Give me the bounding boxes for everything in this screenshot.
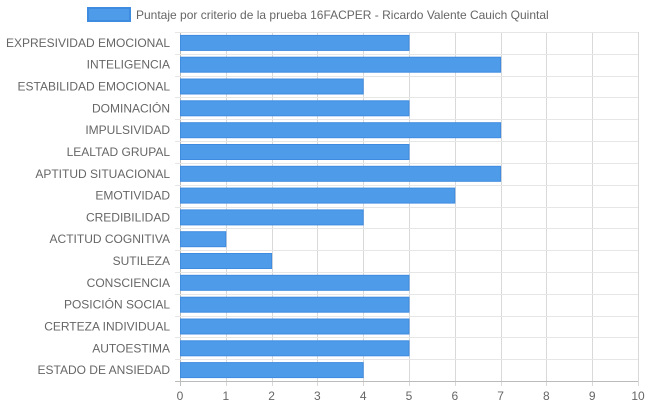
legend-label[interactable]: Puntaje por criterio de la prueba 16FACP…	[136, 8, 549, 22]
bar[interactable]	[180, 56, 502, 73]
bar[interactable]	[180, 274, 410, 291]
y-tick-label: EXPRESIVIDAD EMOCIONAL	[6, 36, 170, 50]
x-tick-label: 7	[497, 389, 504, 403]
x-tick-label: 5	[406, 389, 413, 403]
y-tick-label: EMOTIVIDAD	[95, 189, 170, 203]
bar[interactable]	[180, 253, 273, 269]
bar[interactable]	[180, 362, 364, 379]
grid	[175, 32, 639, 386]
y-tick-label: POSICIÓN SOCIAL	[64, 297, 170, 312]
y-tick-label: INTELIGENCIA	[87, 58, 170, 72]
y-axis-labels: EXPRESIVIDAD EMOCIONAL INTELIGENCIA ESTABI…	[6, 36, 170, 377]
x-tick-label: 6	[451, 389, 458, 403]
bar[interactable]	[180, 318, 410, 335]
x-tick-label: 0	[177, 389, 184, 403]
legend-swatch[interactable]	[87, 7, 131, 22]
y-tick-label: ESTADO DE ANSIEDAD	[38, 363, 171, 377]
y-tick-label: ESTABILIDAD EMOCIONAL	[18, 80, 171, 94]
bar[interactable]	[180, 165, 502, 182]
bars	[180, 34, 502, 379]
y-tick-label: CERTEZA INDIVIDUAL	[44, 320, 170, 334]
y-tick-label: CONSCIENCIA	[87, 276, 170, 290]
y-tick-label: ACTITUD COGNITIVA	[50, 232, 170, 246]
y-tick-label: AUTOESTIMA	[92, 341, 170, 355]
x-tick-label: 1	[222, 389, 229, 403]
bar[interactable]	[180, 122, 502, 139]
x-tick-label: 3	[314, 389, 321, 403]
y-tick-label: LEALTAD GRUPAL	[67, 145, 171, 159]
x-axis-labels: 0 1 2 3 4 5 6 7 8 9 10	[177, 389, 645, 403]
bar[interactable]	[180, 209, 364, 226]
x-tick-label: 8	[543, 389, 550, 403]
bar[interactable]	[180, 100, 410, 117]
bar[interactable]	[180, 187, 456, 204]
y-tick-label: DOMINACIÓN	[92, 100, 170, 115]
y-tick-label: SUTILEZA	[113, 254, 170, 268]
legend[interactable]: Puntaje por criterio de la prueba 16FACP…	[87, 7, 549, 22]
y-tick-label: APTITUD SITUACIONAL	[35, 167, 170, 181]
y-tick-label: IMPULSIVIDAD	[85, 123, 170, 137]
bar[interactable]	[180, 34, 410, 51]
bar[interactable]	[180, 296, 410, 313]
x-tick-label: 9	[589, 389, 596, 403]
bar[interactable]	[180, 340, 410, 357]
x-tick-label: 4	[360, 389, 367, 403]
bar[interactable]	[180, 231, 227, 248]
x-tick-label: 2	[268, 389, 275, 403]
bar[interactable]	[180, 78, 364, 95]
y-tick-label: CREDIBILIDAD	[86, 210, 170, 224]
x-tick-label: 10	[631, 389, 645, 403]
bar[interactable]	[180, 144, 410, 160]
